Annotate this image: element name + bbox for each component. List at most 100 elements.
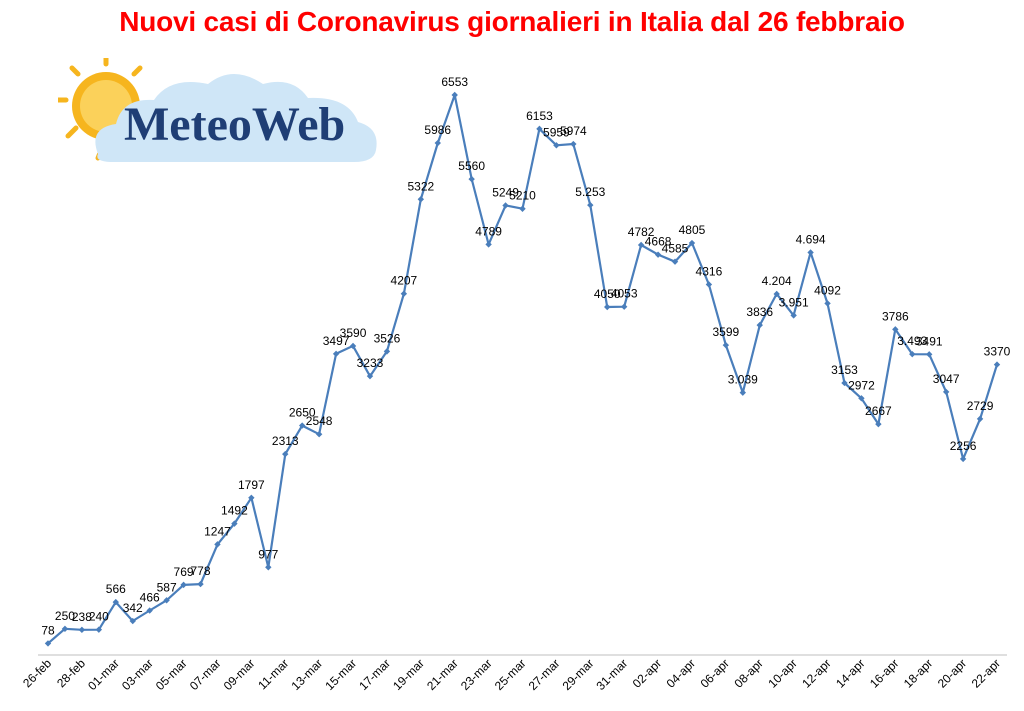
- data-point: [434, 139, 441, 147]
- x-tick-label: 16-apr: [867, 656, 901, 690]
- data-point: [265, 564, 272, 571]
- data-label: 5974: [560, 124, 587, 138]
- data-label: 2667: [865, 404, 892, 418]
- data-label: 3.493: [897, 334, 927, 348]
- data-label: 778: [191, 564, 211, 578]
- data-point: [468, 175, 475, 183]
- data-label: 342: [123, 601, 143, 615]
- data-label: 250: [55, 609, 75, 623]
- data-point: [722, 341, 730, 349]
- data-label: 5.253: [575, 185, 605, 199]
- data-label: 977: [258, 547, 278, 561]
- data-point: [400, 290, 408, 297]
- data-label: 2548: [306, 414, 333, 428]
- data-point: [112, 598, 119, 606]
- data-label: 3.951: [779, 295, 809, 309]
- data-label: 4053: [611, 287, 638, 301]
- data-label: 566: [106, 582, 126, 596]
- data-point: [163, 597, 170, 604]
- data-label: 5322: [407, 179, 434, 193]
- data-label: 2972: [848, 378, 875, 392]
- data-point: [44, 640, 52, 647]
- data-label: 4.204: [762, 274, 792, 288]
- x-tick-label: 25-mar: [492, 656, 529, 693]
- data-point: [942, 388, 950, 396]
- meteoweb-logo: MeteoWeb: [58, 58, 377, 162]
- data-label: 4805: [679, 223, 706, 237]
- data-label: 3047: [933, 372, 960, 386]
- data-label: 78: [41, 623, 55, 637]
- x-tick-label: 19-mar: [390, 656, 427, 693]
- data-point: [654, 251, 662, 258]
- data-point: [553, 142, 560, 149]
- x-tick-label: 09-mar: [221, 656, 258, 693]
- data-point: [926, 351, 933, 358]
- data-label: 4092: [814, 283, 841, 297]
- data-label: 4585: [662, 242, 689, 256]
- data-point: [332, 350, 340, 358]
- data-label: 3786: [882, 309, 909, 323]
- data-label: 5959: [543, 125, 570, 139]
- data-point: [959, 455, 967, 463]
- data-point: [95, 626, 103, 633]
- data-point: [756, 321, 763, 329]
- data-point: [671, 258, 679, 265]
- data-label: 1492: [221, 504, 248, 518]
- x-tick-label: 23-mar: [458, 656, 495, 693]
- data-label: 587: [157, 580, 177, 594]
- data-point: [248, 494, 255, 502]
- data-point: [875, 420, 882, 428]
- data-label: 3153: [831, 363, 858, 377]
- chart-title: Nuovi casi di Coronavirus giornalieri in…: [119, 6, 905, 37]
- data-point: [485, 241, 492, 248]
- data-label: 769: [174, 565, 194, 579]
- data-label: 5210: [509, 189, 536, 203]
- data-label: 466: [140, 591, 160, 605]
- x-tick-label: 31-mar: [594, 656, 631, 693]
- data-point: [739, 389, 747, 396]
- x-tick-label: 03-mar: [119, 656, 156, 693]
- data-point: [637, 241, 645, 249]
- x-tick-label: 11-mar: [255, 656, 291, 692]
- data-label: 3.039: [728, 373, 758, 387]
- data-point: [841, 379, 848, 387]
- data-point: [620, 303, 628, 310]
- data-point: [298, 422, 306, 429]
- x-tick-label: 12-apr: [799, 656, 833, 690]
- data-point: [282, 450, 289, 458]
- data-label: 1247: [204, 524, 231, 538]
- data-label: 4316: [696, 264, 723, 278]
- data-point: [451, 91, 458, 99]
- x-tick-label: 18-apr: [901, 656, 935, 690]
- data-label: 1797: [238, 478, 265, 492]
- data-point: [349, 342, 357, 350]
- data-label: 2650: [289, 406, 316, 420]
- data-point: [587, 201, 594, 209]
- data-point: [315, 430, 323, 438]
- data-point: [197, 580, 204, 588]
- data-label: 5560: [458, 159, 485, 173]
- data-label: 3233: [357, 356, 384, 370]
- data-point: [909, 350, 916, 358]
- x-tick-label: 15-mar: [322, 656, 359, 693]
- x-tick-label: 06-apr: [698, 656, 732, 690]
- data-label: 3836: [746, 305, 773, 319]
- x-tick-labels: 26-feb 28-feb01-mar03-mar05-mar07-mar09-m…: [20, 656, 1003, 693]
- data-label: 5986: [424, 123, 451, 137]
- data-label: 4050: [594, 287, 621, 301]
- data-points: [44, 91, 1001, 647]
- data-point: [824, 300, 831, 307]
- x-tick-label: 08-apr: [731, 656, 765, 690]
- data-label: 238: [72, 610, 92, 624]
- data-label: 6153: [526, 109, 553, 123]
- data-label: 3491: [916, 334, 943, 348]
- data-point: [78, 626, 86, 634]
- x-tick-label: 28-feb: [54, 656, 88, 690]
- data-label: 4789: [475, 224, 502, 238]
- data-point: [892, 326, 899, 333]
- data-label: 4207: [391, 274, 418, 288]
- data-point: [790, 312, 797, 319]
- data-label: 6553: [441, 75, 468, 89]
- logo-text: MeteoWeb: [124, 98, 345, 151]
